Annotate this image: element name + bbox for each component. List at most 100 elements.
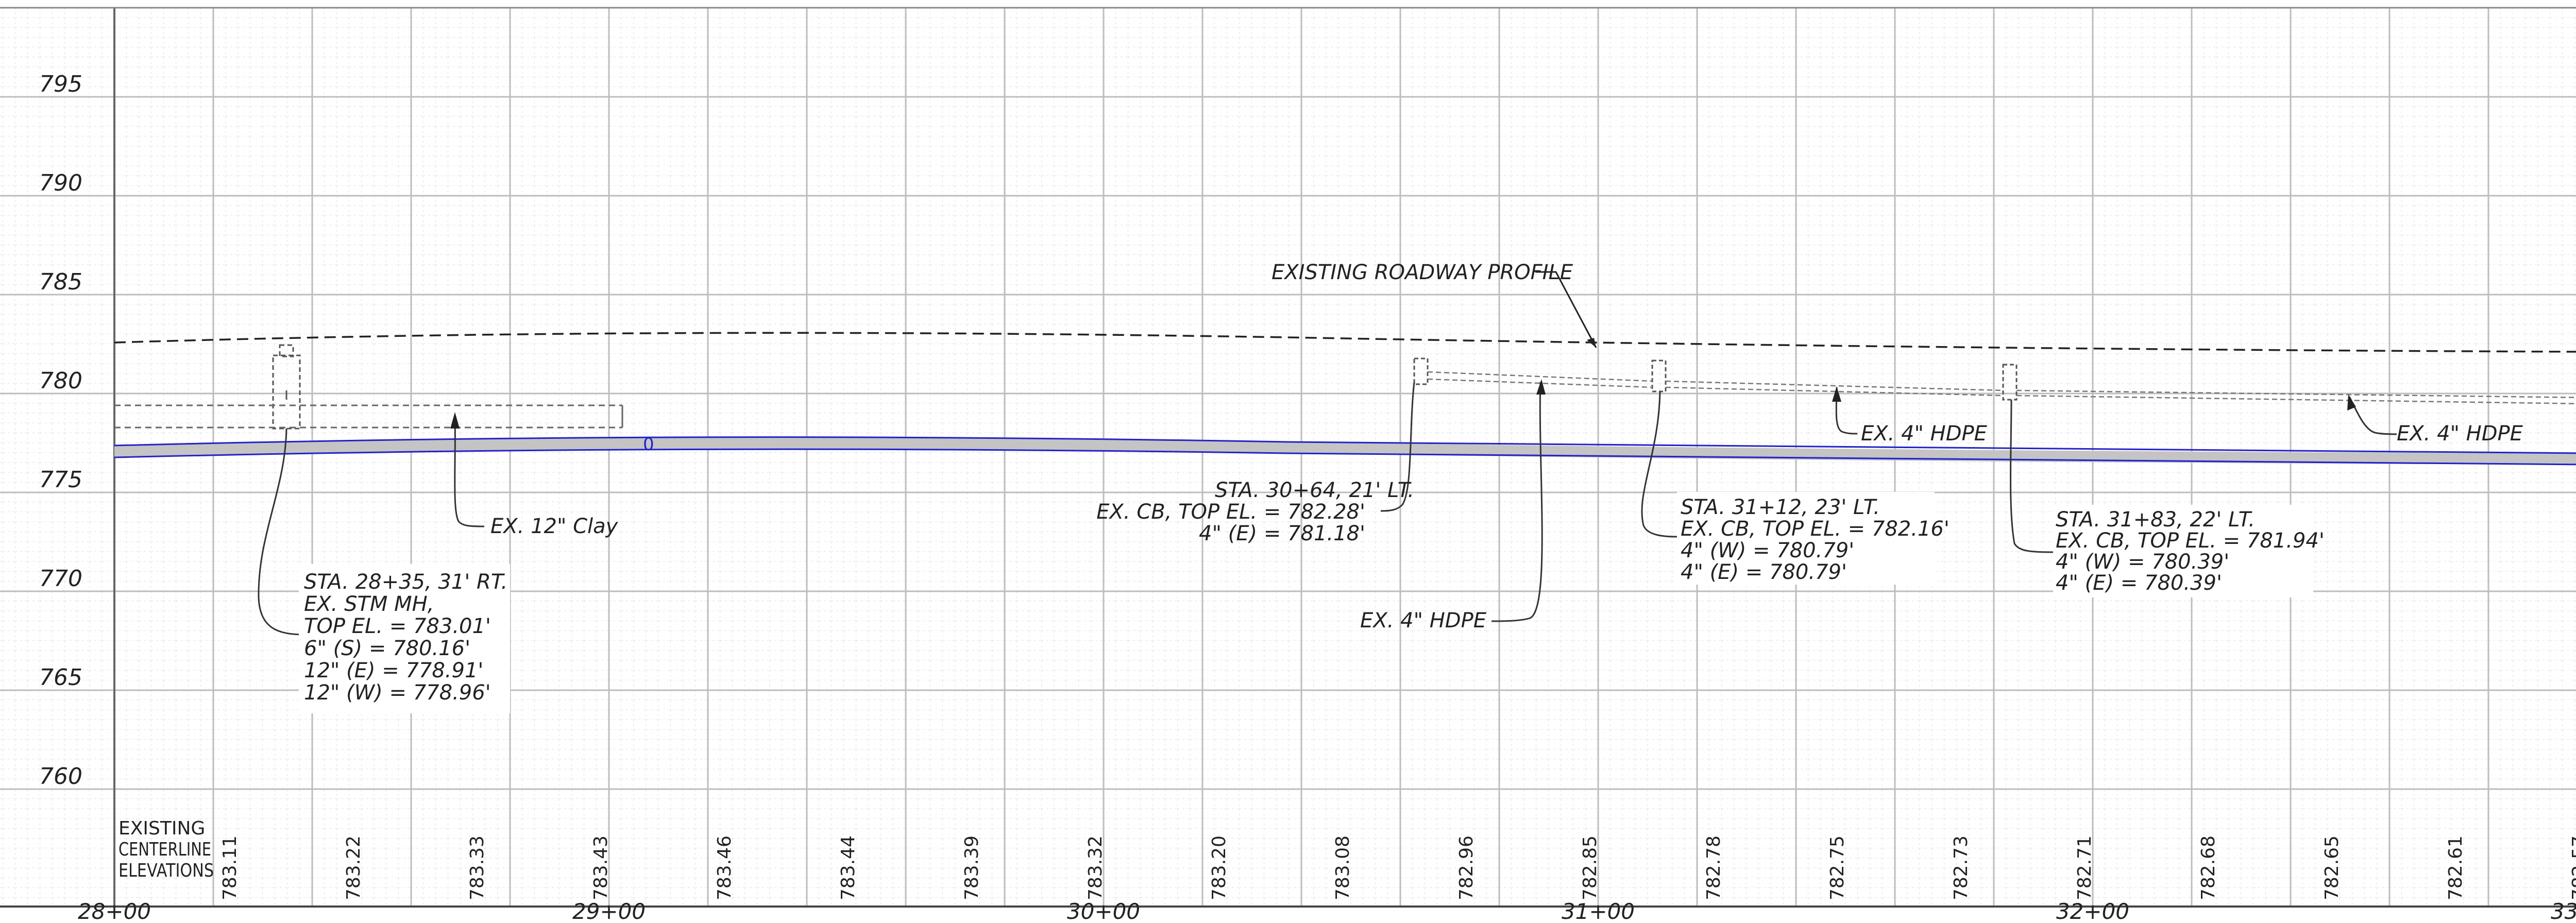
cb3-leader [2010, 399, 2054, 553]
elevation-label-left: 780 [39, 368, 82, 394]
hdpe-a-bottom [1427, 378, 1653, 388]
hdpe-c-callout: EX. 4" HDPE [2397, 422, 2523, 446]
clay-leader [454, 416, 485, 527]
centerline-elevation: 782.85 [1580, 835, 1601, 900]
centerline-elevation: 782.73 [1951, 835, 1972, 900]
centerline-elevation: 782.96 [1456, 835, 1477, 900]
cb2-callout-box [1677, 492, 1935, 585]
elevation-label-left: 790 [39, 170, 82, 196]
centerline-elevation: 782.78 [1703, 835, 1724, 900]
centerline-elevation: 783.20 [1209, 835, 1230, 900]
roadway-profile-arrow [1587, 338, 1596, 348]
mh-line-3: TOP EL. = 783.01' [304, 614, 491, 638]
centerline-elevation: 782.75 [1827, 835, 1848, 900]
hdpe-a-top [1427, 371, 1653, 382]
mh-line-4: 6" (S) = 780.16' [304, 637, 470, 660]
elevation-label-left: 785 [39, 269, 82, 295]
cb3-callout-box [2053, 505, 2313, 597]
centerline-elevation: 782.71 [2074, 835, 2095, 900]
centerline-elevation: 782.61 [2445, 835, 2466, 900]
cb2-line-3: 4" (W) = 780.79' [1681, 539, 1854, 562]
centerline-elevation: 783.08 [1332, 835, 1353, 900]
hdpe-c-bottom [2016, 395, 2576, 404]
cb2-line-1: STA. 31+12, 23' LT. [1681, 495, 1880, 519]
centerline-elevation: 783.11 [219, 835, 241, 900]
cb2-line-4: 4" (E) = 780.79' [1681, 560, 1847, 584]
cb1-line-3: 4" (E) = 781.18' [1199, 522, 1365, 545]
elevation-label-left: 795 [39, 71, 82, 97]
cb2-leader [1641, 391, 1677, 538]
centerline-title-line-1: EXISTING [118, 818, 205, 839]
cb1-line-2: EX. CB, TOP EL. = 782.28' [1096, 500, 1365, 524]
centerline-elevation-values: 783.11 783.22 783.33 783.43 783.46 783.44 783.… [219, 835, 2576, 900]
mh-callout: STA. 28+35, 31' RT. EX. STM MH, TOP EL. … [299, 564, 510, 713]
roadway-profile-leader [1535, 271, 1597, 348]
clay-callout: EX. 12" Clay [490, 515, 619, 538]
catch-basins [1413, 357, 2018, 401]
centerline-elevation: 783.44 [838, 835, 859, 900]
cb3-callout: STA. 31+83, 22' LT. EX. CB, TOP EL. = 78… [2053, 505, 2325, 597]
cb2-structure [1651, 360, 1667, 392]
hdpe-b-leader [1835, 387, 1858, 435]
cb1-callout: STA. 30+64, 21' LT. EX. CB, TOP EL. = 78… [1096, 478, 1414, 545]
mh-line-5: 12" (E) = 778.91' [304, 659, 483, 682]
cb3-line-4: 4" (E) = 780.39' [2056, 571, 2222, 595]
cb1-line-1: STA. 30+64, 21' LT. [1215, 478, 1414, 502]
roadway-profile-label: EXISTING ROADWAY PROFILE [1272, 261, 1573, 284]
centerline-title-line-2: CENTERLINE [118, 839, 211, 860]
centerline-elevations-title: EXISTING CENTERLINE ELEVATIONS [118, 818, 214, 881]
elevation-label-left: 760 [39, 763, 82, 790]
minor-grid-left [0, 8, 114, 908]
hdpe-a-callout: EX. 4" HDPE [1360, 609, 1487, 633]
hdpe-c-leader [2348, 396, 2397, 435]
clay-pipe [114, 404, 623, 429]
hdpe-b-callout: EX. 4" HDPE [1861, 422, 1988, 446]
hdpe-c-top [2016, 389, 2576, 398]
hdpe-laterals [1427, 371, 2576, 404]
centerline-title-line-3: ELEVATIONS [118, 860, 214, 881]
station-label: 31+00 [1562, 899, 1635, 923]
centerline-elevation: 783.39 [961, 835, 982, 900]
cb2-line-2: EX. CB, TOP EL. = 782.16' [1681, 517, 1950, 541]
pipe-body [114, 437, 2576, 465]
cb3-structure [2002, 364, 2018, 401]
centerline-elevation: 782.68 [2198, 835, 2219, 900]
cb1-structure [1413, 357, 1429, 385]
elevation-label-left: 775 [39, 467, 82, 493]
centerline-elevation: 783.32 [1085, 835, 1106, 900]
hdpe-a-arrow [1536, 379, 1546, 395]
mh-callout-box [299, 564, 510, 713]
station-label: 28+00 [78, 899, 151, 923]
elevation-label-left: 770 [39, 566, 82, 592]
station-label: 29+00 [572, 899, 646, 923]
cb3-line-2: EX. CB, TOP EL. = 781.94' [2056, 529, 2325, 553]
clay-arrow [450, 412, 460, 429]
station-label: 32+00 [2056, 899, 2129, 923]
elevation-label-left: 765 [39, 664, 82, 691]
centerline-elevation: 782.57 [2569, 835, 2576, 900]
hdpe-c-arrow [2347, 395, 2356, 411]
centerline-elevation: 783.46 [714, 835, 735, 900]
hdpe-a-leader [1491, 382, 1543, 622]
centerline-elevation: 782.65 [2321, 835, 2343, 900]
existing-roadway-profile-line [114, 332, 2576, 353]
cb3-line-3: 4" (W) = 780.39' [2056, 550, 2229, 574]
station-label: 33+00 [2551, 899, 2576, 923]
hdpe-b-top [1665, 380, 2004, 391]
manhole-casting [279, 344, 294, 357]
elevation-axis-left: 795 790 785 780 775 770 765 760 [39, 71, 82, 790]
mh-leader [258, 428, 304, 636]
cb3-line-1: STA. 31+83, 22' LT. [2056, 508, 2255, 532]
cb1-leader [1380, 382, 1415, 512]
cb2-callout: STA. 31+12, 23' LT. EX. CB, TOP EL. = 78… [1677, 492, 1950, 585]
station-label: 30+00 [1067, 899, 1140, 923]
centerline-elevation: 783.33 [467, 835, 488, 900]
mh-line-2: EX. STM MH, [304, 592, 434, 616]
hdpe-b-arrow [1832, 386, 1841, 402]
hdpe-b-bottom [1665, 386, 2004, 397]
mh-line-1: STA. 28+35, 31' RT. [304, 570, 507, 594]
centerline-elevation: 783.43 [590, 835, 612, 900]
pipe-marker: 0 [643, 434, 654, 455]
centerline-elevation: 783.22 [343, 835, 364, 900]
